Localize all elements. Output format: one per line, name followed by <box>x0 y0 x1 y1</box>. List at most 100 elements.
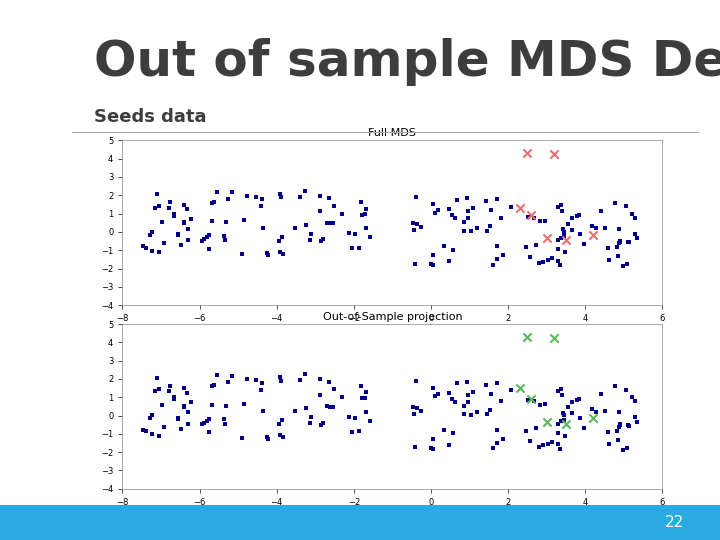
Point <box>305 230 317 238</box>
Point <box>208 381 220 390</box>
Point <box>144 414 156 423</box>
Point <box>277 433 289 442</box>
Point <box>182 408 194 416</box>
Point <box>360 224 372 233</box>
Point <box>574 230 585 239</box>
Point <box>300 370 311 379</box>
Point <box>458 218 469 227</box>
Point <box>140 427 152 436</box>
Point <box>613 225 625 233</box>
Point <box>554 444 566 453</box>
Point <box>623 421 634 430</box>
Point <box>595 390 606 399</box>
Point <box>462 214 474 222</box>
Point <box>407 219 418 227</box>
Point <box>557 390 568 399</box>
Point <box>524 436 536 445</box>
Point <box>559 227 570 236</box>
Point <box>164 198 176 207</box>
Point <box>328 201 340 210</box>
Point <box>485 406 496 414</box>
Point <box>521 333 533 341</box>
Point <box>549 333 560 342</box>
Point <box>204 414 215 423</box>
Point <box>566 397 577 406</box>
Point <box>257 223 269 232</box>
Point <box>629 413 641 422</box>
Point <box>172 230 184 239</box>
Point <box>255 201 266 210</box>
Point <box>207 401 218 409</box>
Point <box>315 192 326 200</box>
Point <box>208 198 220 206</box>
Point <box>466 410 477 419</box>
Point <box>274 247 286 256</box>
Point <box>153 201 165 210</box>
Point <box>526 211 537 220</box>
Point <box>466 227 477 235</box>
Point <box>432 389 444 398</box>
Point <box>534 401 546 409</box>
Point <box>429 392 441 401</box>
Point <box>438 242 449 251</box>
Point <box>412 403 423 412</box>
Point <box>555 201 567 210</box>
Point <box>495 397 507 406</box>
Point <box>467 204 479 213</box>
Point <box>238 400 249 408</box>
Point <box>315 207 326 215</box>
Point <box>621 260 632 268</box>
Point <box>158 239 170 248</box>
Point <box>603 244 614 252</box>
Point <box>620 386 631 394</box>
Point <box>573 211 585 219</box>
Point <box>603 427 614 436</box>
Point <box>574 414 585 422</box>
Point <box>204 231 215 239</box>
Point <box>181 389 193 397</box>
Point <box>178 200 189 209</box>
Point <box>147 246 158 255</box>
Point <box>168 211 180 220</box>
Point <box>563 403 575 411</box>
Point <box>491 426 503 434</box>
Point <box>179 218 190 226</box>
Point <box>207 217 218 226</box>
Point <box>346 428 358 436</box>
Point <box>427 251 438 260</box>
Point <box>236 249 248 258</box>
Point <box>530 240 541 249</box>
Point <box>415 406 427 415</box>
Point <box>305 413 317 422</box>
Point <box>146 227 158 236</box>
Point <box>497 434 508 443</box>
Point <box>263 251 274 260</box>
Point <box>505 386 516 395</box>
Point <box>305 419 316 428</box>
Point <box>315 237 327 245</box>
Point <box>176 424 187 433</box>
Point <box>207 382 218 390</box>
Point <box>546 437 558 446</box>
Point <box>629 213 641 222</box>
Point <box>481 226 492 235</box>
Point <box>497 251 508 259</box>
Point <box>274 189 286 198</box>
Point <box>586 405 598 414</box>
Point <box>325 403 336 411</box>
Point <box>571 395 582 404</box>
Point <box>555 417 567 426</box>
Point <box>449 397 461 406</box>
Point <box>522 396 534 404</box>
Point <box>447 245 459 254</box>
Point <box>495 213 507 222</box>
Point <box>179 401 190 410</box>
Point <box>557 408 568 417</box>
Point <box>566 409 577 417</box>
Point <box>613 239 625 248</box>
Point <box>614 238 626 246</box>
Point <box>471 224 482 232</box>
Point <box>408 410 420 418</box>
Point <box>428 261 439 269</box>
Point <box>621 443 632 452</box>
